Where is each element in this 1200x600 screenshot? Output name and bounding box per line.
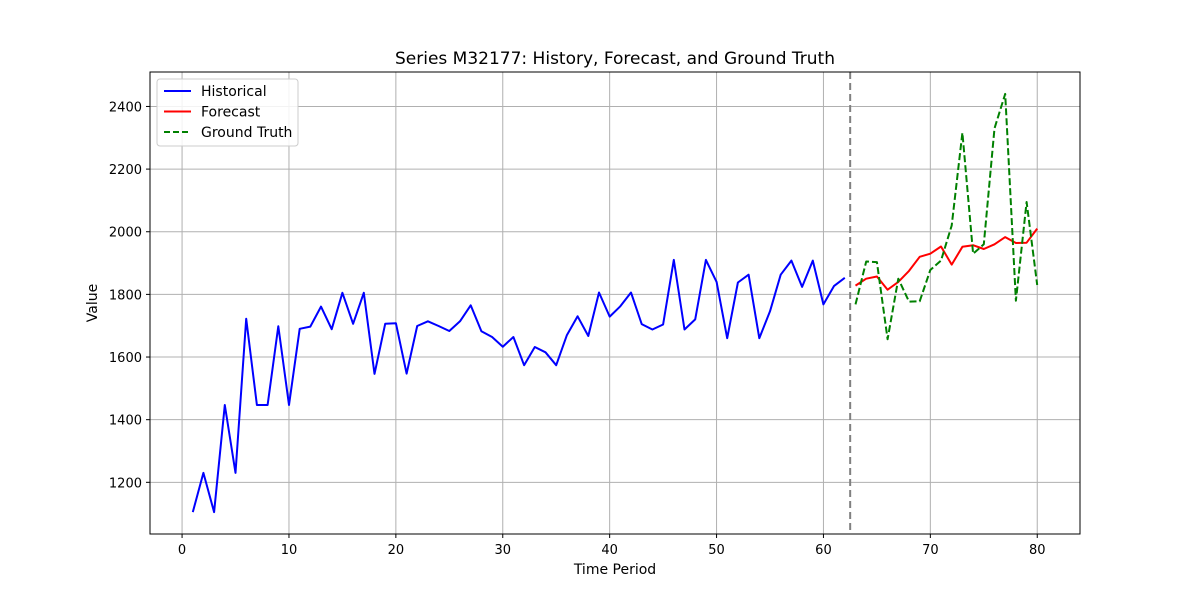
x-tick-label-10: 10 <box>281 543 298 558</box>
series-lines <box>191 92 1039 514</box>
legend-label-historical: Historical <box>201 84 267 100</box>
y-tick-label-1200: 1200 <box>109 476 142 491</box>
y-tick-label-2400: 2400 <box>109 100 142 115</box>
grid <box>150 72 1080 534</box>
legend: Historical Forecast Ground Truth <box>156 78 299 147</box>
y-tick-label-1400: 1400 <box>109 414 142 429</box>
x-tick-label-80: 80 <box>1029 543 1046 558</box>
y-tick-label-1800: 1800 <box>109 288 142 303</box>
x-tick-label-30: 30 <box>494 543 511 558</box>
y-axis-title: Value <box>85 284 101 322</box>
legend-entry-forecast: Forecast <box>164 105 261 121</box>
chart-title: Series M32177: History, Forecast, and Gr… <box>395 49 835 69</box>
legend-label-ground-truth: Ground Truth <box>201 125 292 141</box>
x-tick-label-70: 70 <box>922 543 939 558</box>
y-tick-label-2200: 2200 <box>109 163 142 178</box>
plot-area-frame <box>149 71 1081 535</box>
y-tick-label-2000: 2000 <box>109 226 142 241</box>
legend-label-forecast: Forecast <box>201 105 261 121</box>
legend-entry-ground-truth: Ground Truth <box>164 125 292 141</box>
series-line-historical <box>191 258 846 514</box>
legend-box <box>156 78 299 147</box>
series-line-forecast <box>854 227 1038 291</box>
y-tick-label-1600: 1600 <box>109 351 142 366</box>
x-tick-label-40: 40 <box>601 543 618 558</box>
x-axis-title: Time Period <box>573 562 656 578</box>
axis-ticks: 0 10 20 30 40 50 60 70 80 1200 1400 1600 1800 2000 220… <box>109 100 1046 558</box>
x-tick-label-0: 0 <box>178 543 186 558</box>
x-tick-label-60: 60 <box>815 543 832 558</box>
series-line-ground-truth <box>854 92 1039 341</box>
x-tick-label-20: 20 <box>388 543 405 558</box>
x-tick-label-50: 50 <box>708 543 725 558</box>
legend-entry-historical: Historical <box>164 84 267 100</box>
